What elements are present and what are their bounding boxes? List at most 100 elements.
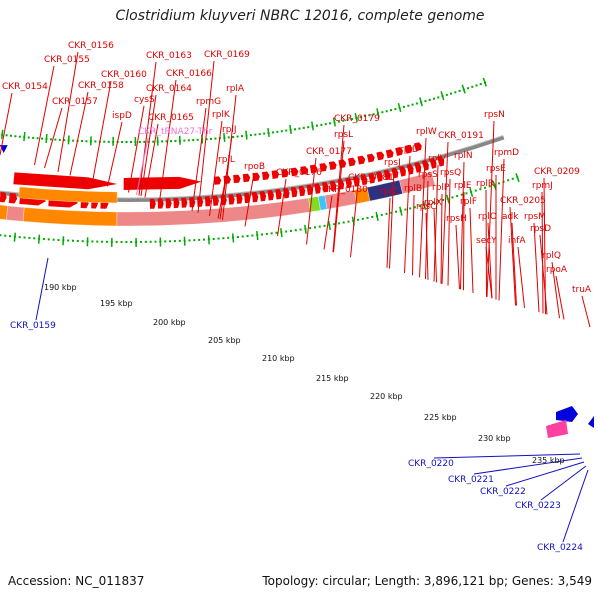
tick-dot	[192, 139, 195, 142]
tick-dot	[475, 84, 478, 87]
tick-dot	[280, 130, 283, 133]
tick-dot	[465, 192, 468, 195]
major-tick	[280, 228, 283, 238]
gene-label: cysS	[134, 95, 155, 105]
gene-arrow	[375, 171, 383, 182]
gene-label: CKR_0180	[322, 185, 368, 195]
tick-dot	[236, 235, 239, 238]
gene-arrow	[368, 172, 376, 184]
label-leader	[473, 457, 583, 475]
label-leader	[0, 92, 13, 156]
tick-dot	[271, 131, 274, 134]
tick-dot	[76, 239, 79, 242]
tick-dot	[507, 179, 510, 182]
tick-dot	[433, 97, 436, 100]
tick-dot	[380, 213, 383, 216]
label-leader	[562, 469, 589, 543]
gene-arrow	[236, 193, 243, 204]
label-leader	[441, 141, 449, 284]
tick-dot	[415, 102, 418, 105]
major-tick	[482, 77, 487, 87]
gene-label: CKR_0163	[146, 51, 192, 61]
tick-dot	[350, 118, 353, 121]
label-leader	[144, 123, 159, 198]
label-leader	[128, 105, 145, 193]
tick-dot	[454, 91, 457, 94]
major-tick	[267, 127, 270, 138]
tick-dot	[456, 195, 459, 198]
label-leader	[217, 165, 229, 219]
gene-label: rpmG	[196, 97, 221, 107]
tick-dot	[246, 235, 249, 238]
tick-dot	[372, 113, 375, 116]
tick-dot	[479, 188, 482, 191]
feature-block	[6, 205, 25, 222]
gene-arrow	[281, 168, 289, 178]
gene-arrow	[259, 191, 267, 202]
position-label: 225 kbp	[424, 413, 457, 422]
gene-label: rplJ	[222, 125, 237, 135]
tick-dot	[418, 205, 421, 208]
position-labels: 190 kbp 195 kbp 200 kbp 205 kbp 210 kbp 215 k…	[44, 283, 565, 465]
gene-label: rpsJ	[384, 158, 401, 168]
tick-dot	[294, 128, 297, 131]
gene-arrow	[404, 144, 413, 154]
label-leader	[460, 161, 465, 290]
label-leader	[433, 453, 581, 459]
gene-label: rplK	[212, 110, 231, 120]
tick-dot	[474, 189, 477, 192]
tick-dot	[307, 126, 310, 129]
tick-dot	[214, 137, 217, 140]
tick-dot	[437, 96, 440, 99]
tick-dot	[41, 137, 44, 140]
major-tick	[45, 133, 48, 144]
label-leader	[136, 137, 149, 195]
tick-dot	[359, 116, 362, 119]
tick-dot	[402, 105, 405, 108]
position-label: 205 kbp	[208, 336, 241, 345]
tick-dot	[72, 139, 75, 142]
gene-label: CKR_0166	[166, 69, 212, 79]
tick-dot	[152, 140, 155, 143]
tick-dot	[193, 239, 196, 242]
label-leader	[517, 246, 525, 309]
label-leader	[487, 222, 493, 299]
tick-dot	[324, 123, 327, 126]
label-leader	[425, 212, 429, 280]
tick-dot	[144, 240, 147, 243]
major-tick	[256, 230, 259, 241]
gene-label: CKR_0154	[2, 82, 48, 92]
gene-label: rplX	[424, 198, 442, 208]
label-leader	[555, 275, 565, 320]
tick-dot	[81, 140, 84, 143]
gene-label: CKR_0169	[204, 50, 250, 60]
gene-arrow	[251, 191, 259, 203]
gene-label: rplC	[380, 187, 398, 197]
gene-label: rplQ	[542, 251, 561, 261]
major-tick	[304, 224, 307, 234]
gene-label: CKR_0157	[52, 97, 98, 107]
tick-dot	[347, 220, 350, 223]
tick-dot	[203, 238, 206, 241]
tick-dot	[27, 136, 30, 139]
gene-label: CKR_0155	[44, 55, 90, 65]
gene-arrow	[228, 194, 235, 205]
label-leader	[35, 257, 49, 321]
tick-dot	[0, 234, 2, 237]
label-leader	[581, 295, 591, 328]
tick-dot	[205, 138, 208, 141]
gene-arrow	[300, 166, 308, 175]
gene-label: rpsH	[446, 214, 467, 224]
tick-dot	[91, 240, 94, 243]
tick-dot	[67, 239, 70, 242]
tick-dot	[63, 139, 66, 142]
gene-arrow	[357, 155, 366, 165]
gene-arrow	[261, 171, 270, 181]
tick-dot	[309, 227, 312, 230]
gene-arrow	[233, 174, 241, 184]
label-leader	[386, 197, 391, 268]
major-tick	[311, 121, 315, 131]
label-leader	[107, 121, 123, 187]
gene-arrow	[252, 172, 260, 182]
tick-dot	[390, 109, 393, 112]
